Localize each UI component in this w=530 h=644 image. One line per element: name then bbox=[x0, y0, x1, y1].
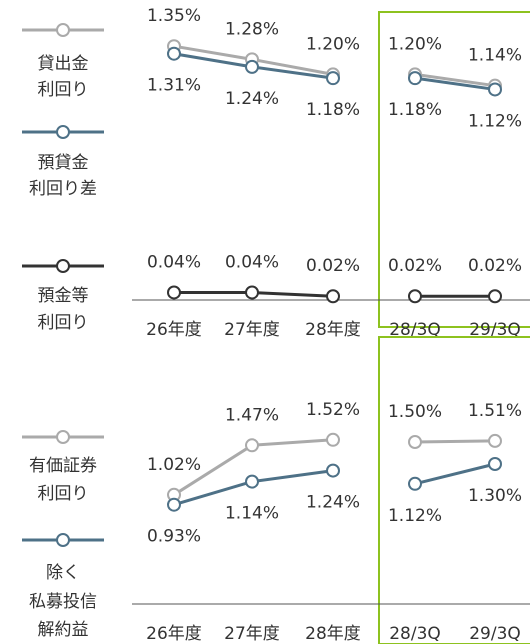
data-label: 1.14% bbox=[225, 504, 279, 524]
data-label: 1.18% bbox=[306, 100, 360, 120]
data-label: 1.24% bbox=[306, 493, 360, 513]
data-point bbox=[488, 457, 502, 471]
data-label: 1.12% bbox=[388, 506, 442, 526]
x-tick-label: 28/3Q bbox=[389, 320, 441, 340]
data-label: 1.31% bbox=[147, 76, 201, 96]
data-point bbox=[488, 289, 502, 304]
data-label: 1.35% bbox=[147, 6, 201, 26]
data-label: 1.20% bbox=[388, 34, 442, 54]
data-point bbox=[167, 497, 181, 512]
data-label: 1.50% bbox=[388, 402, 442, 422]
data-label: 1.30% bbox=[468, 486, 522, 506]
data-label: 0.04% bbox=[225, 252, 279, 272]
legend-label: 解約益 bbox=[38, 620, 89, 640]
data-point bbox=[167, 46, 181, 61]
data-label: 0.02% bbox=[388, 256, 442, 276]
series-line bbox=[414, 76, 496, 91]
data-label: 1.24% bbox=[225, 89, 279, 109]
legend-label: 除く bbox=[46, 563, 80, 583]
data-label: 0.02% bbox=[468, 256, 522, 276]
data-label: 1.18% bbox=[388, 100, 442, 120]
data-label: 0.93% bbox=[147, 527, 201, 547]
data-point bbox=[488, 433, 502, 448]
x-tick-label: 28/3Q bbox=[389, 624, 441, 644]
legend-marker bbox=[56, 533, 70, 547]
series-line bbox=[414, 462, 496, 486]
data-point bbox=[245, 474, 259, 489]
data-label: 0.02% bbox=[306, 256, 360, 276]
data-point bbox=[408, 435, 422, 449]
data-point bbox=[408, 289, 422, 304]
x-tick-label: 27年度 bbox=[224, 320, 280, 340]
data-label: 1.14% bbox=[468, 46, 522, 66]
data-label: 1.12% bbox=[468, 111, 522, 131]
data-point bbox=[326, 289, 340, 304]
series-line bbox=[414, 72, 496, 88]
x-tick-label: 27年度 bbox=[224, 624, 280, 644]
x-tick-label: 29/3Q bbox=[469, 624, 521, 644]
series-line bbox=[414, 439, 496, 444]
data-point bbox=[408, 71, 422, 86]
legend-label: 利回り bbox=[38, 484, 89, 504]
data-point bbox=[326, 463, 340, 478]
data-label: 1.47% bbox=[225, 405, 279, 425]
highlight-box bbox=[378, 336, 530, 644]
data-label: 1.52% bbox=[306, 400, 360, 420]
data-point bbox=[326, 71, 340, 86]
data-label: 1.02% bbox=[147, 455, 201, 475]
legend-label: 貸出金 bbox=[38, 54, 89, 74]
data-label: 0.04% bbox=[147, 252, 201, 272]
data-point bbox=[326, 432, 340, 447]
x-tick-label: 28年度 bbox=[305, 320, 361, 340]
data-label: 1.28% bbox=[225, 19, 279, 39]
data-point bbox=[167, 285, 181, 300]
x-tick-label: 29/3Q bbox=[469, 320, 521, 340]
legend-label: 預貸金 bbox=[38, 153, 89, 173]
highlight-box bbox=[378, 11, 530, 328]
legend-label: 有価証券 bbox=[29, 456, 97, 476]
data-point bbox=[488, 82, 502, 97]
x-tick-label: 26年度 bbox=[146, 320, 202, 340]
legend-label: 利回り bbox=[38, 80, 89, 100]
x-tick-label: 28年度 bbox=[305, 624, 361, 644]
legend-marker bbox=[56, 259, 70, 273]
legend-label: 利回り bbox=[38, 313, 89, 333]
data-point bbox=[245, 438, 259, 453]
legend-label: 預金等 bbox=[38, 286, 89, 306]
data-label: 1.20% bbox=[306, 34, 360, 54]
data-point bbox=[408, 476, 422, 491]
legend-marker bbox=[56, 23, 70, 37]
legend-label: 利回り差 bbox=[29, 179, 97, 199]
data-point bbox=[245, 59, 259, 74]
x-tick-label: 26年度 bbox=[146, 624, 202, 644]
legend-marker bbox=[56, 430, 70, 444]
legend-marker bbox=[56, 125, 70, 139]
legend-label: 私募投信 bbox=[29, 592, 97, 612]
data-point bbox=[245, 285, 259, 300]
data-label: 1.51% bbox=[468, 401, 522, 421]
